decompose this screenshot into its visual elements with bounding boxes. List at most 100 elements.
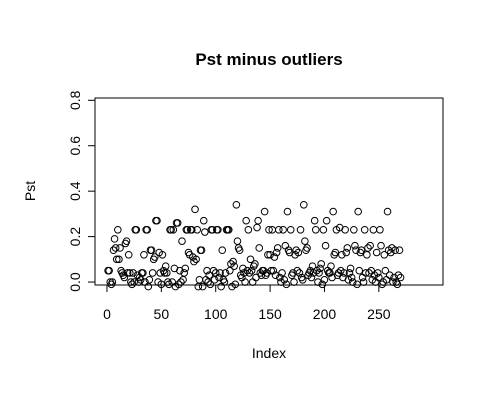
point [331,248,340,257]
point [274,225,283,234]
point [346,264,355,273]
point [377,241,385,250]
point [278,269,286,277]
point [208,225,217,234]
point [372,248,381,257]
y-tick-label: 0.2 [67,227,83,247]
point [338,250,346,259]
point [109,246,118,255]
point [341,225,349,234]
point [254,216,262,225]
point [260,207,269,216]
point [241,278,249,286]
point [169,225,178,234]
point [272,248,281,257]
point [201,228,209,236]
point [105,266,113,275]
y-tick-label: 0.4 [67,181,83,201]
point [197,246,206,255]
point [321,241,330,250]
point [145,275,154,284]
point [350,225,358,234]
point [396,273,405,282]
point [270,253,279,261]
point [143,225,151,234]
point [158,250,167,259]
point [354,207,362,216]
point [357,246,366,255]
point [224,225,233,234]
point [216,269,224,277]
point [108,278,117,286]
point [355,266,364,275]
point [265,225,273,234]
point [128,280,136,289]
point [193,225,202,234]
point [276,273,284,282]
point [218,246,227,255]
point [153,216,161,225]
x-tick-label: 50 [154,306,170,322]
point [124,250,133,259]
point [229,257,237,266]
x-tick-label: 100 [204,306,228,322]
point [340,269,348,277]
point [292,246,300,255]
point [246,255,255,264]
point [352,246,360,255]
point [187,225,196,234]
point [311,225,320,234]
point [132,225,141,234]
point [209,266,218,275]
point [148,269,157,277]
point [192,255,200,264]
point [231,280,240,289]
point [353,280,361,289]
point [221,269,230,277]
point [112,255,121,264]
point [181,264,190,273]
point [282,280,291,289]
x-tick-label: 150 [258,306,282,322]
point [303,244,311,252]
point [280,275,289,284]
point [364,244,372,252]
point [220,278,229,286]
point [255,244,264,252]
point [269,266,278,275]
point [294,248,303,257]
point [174,280,183,289]
point [327,262,335,270]
point [387,248,395,257]
y-tick-label: 0.8 [67,90,83,110]
point [283,207,292,216]
point [314,278,322,286]
point [348,278,357,286]
point [122,237,131,245]
y-axis-label: Pst [22,181,38,201]
point [345,269,354,277]
point [351,241,359,250]
point [389,278,397,286]
point [110,235,119,243]
point [271,271,280,280]
point [295,269,304,277]
point [366,241,374,250]
point [394,271,403,280]
point [381,266,390,275]
point [199,216,208,225]
point [139,269,147,277]
point [385,271,394,280]
point [360,225,369,234]
point [242,216,250,225]
point [130,278,138,286]
point [315,269,323,277]
point [183,225,192,234]
point [198,282,207,291]
point [178,237,186,245]
point [173,219,182,227]
point [206,280,215,289]
point [290,278,298,286]
